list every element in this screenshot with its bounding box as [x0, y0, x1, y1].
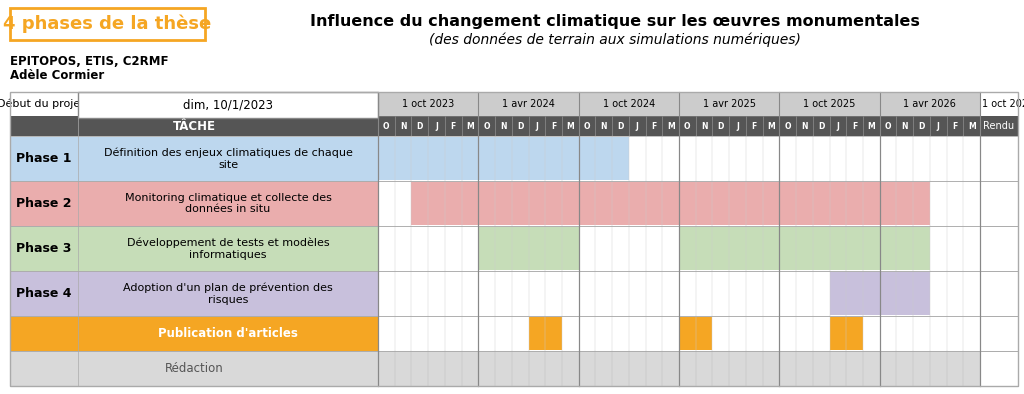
- Text: Adoption d'un plan de prévention des
risques: Adoption d'un plan de prévention des ris…: [123, 282, 333, 305]
- Text: 1 oct 2026: 1 oct 2026: [982, 99, 1024, 109]
- Text: D: D: [818, 121, 824, 130]
- Text: M: M: [867, 121, 876, 130]
- Text: N: N: [399, 121, 407, 130]
- Text: O: O: [584, 121, 590, 130]
- Text: (des données de terrain aux simulations numériques): (des données de terrain aux simulations …: [429, 32, 801, 46]
- FancyBboxPatch shape: [378, 136, 980, 181]
- Text: M: M: [968, 121, 976, 130]
- FancyBboxPatch shape: [478, 92, 579, 116]
- FancyBboxPatch shape: [10, 271, 378, 316]
- Text: J: J: [536, 121, 539, 130]
- FancyBboxPatch shape: [980, 351, 1018, 386]
- Text: N: N: [801, 121, 808, 130]
- Text: M: M: [566, 121, 574, 130]
- FancyBboxPatch shape: [10, 136, 378, 181]
- Text: Rendu: Rendu: [983, 121, 1015, 131]
- Text: 1 avr 2025: 1 avr 2025: [702, 99, 756, 109]
- FancyBboxPatch shape: [10, 351, 378, 386]
- FancyBboxPatch shape: [412, 182, 930, 225]
- FancyBboxPatch shape: [829, 272, 930, 315]
- Text: Phase 1: Phase 1: [16, 152, 72, 165]
- FancyBboxPatch shape: [10, 116, 1018, 136]
- Text: 1 oct 2025: 1 oct 2025: [803, 99, 856, 109]
- FancyBboxPatch shape: [378, 181, 980, 226]
- Text: Adèle Cormier: Adèle Cormier: [10, 69, 104, 82]
- Text: EPITOPOS, ETIS, C2RMF: EPITOPOS, ETIS, C2RMF: [10, 55, 169, 68]
- Text: D: D: [617, 121, 624, 130]
- FancyBboxPatch shape: [10, 226, 378, 271]
- FancyBboxPatch shape: [378, 226, 980, 271]
- Text: Phase 2: Phase 2: [16, 197, 72, 210]
- Text: 1 oct 2023: 1 oct 2023: [402, 99, 455, 109]
- FancyBboxPatch shape: [679, 227, 930, 270]
- Text: O: O: [784, 121, 791, 130]
- Text: J: J: [435, 121, 438, 130]
- Text: M: M: [667, 121, 675, 130]
- Text: F: F: [852, 121, 857, 130]
- Text: Rédaction: Rédaction: [165, 362, 223, 375]
- FancyBboxPatch shape: [829, 317, 863, 350]
- FancyBboxPatch shape: [679, 92, 779, 116]
- Text: Phase 4: Phase 4: [16, 287, 72, 300]
- FancyBboxPatch shape: [980, 226, 1018, 271]
- FancyBboxPatch shape: [10, 316, 378, 351]
- Text: D: D: [517, 121, 523, 130]
- Text: Influence du changement climatique sur les œuvres monumentales: Influence du changement climatique sur l…: [310, 14, 920, 29]
- Text: N: N: [600, 121, 607, 130]
- Text: Début du projet :: Début du projet :: [0, 99, 91, 109]
- Text: D: D: [718, 121, 724, 130]
- Text: M: M: [767, 121, 775, 130]
- Text: F: F: [952, 121, 957, 130]
- Text: 1 avr 2024: 1 avr 2024: [502, 99, 555, 109]
- Text: F: F: [752, 121, 757, 130]
- Text: Phase 3: Phase 3: [16, 242, 72, 255]
- FancyBboxPatch shape: [528, 317, 562, 350]
- Text: N: N: [901, 121, 908, 130]
- FancyBboxPatch shape: [980, 316, 1018, 351]
- Text: O: O: [383, 121, 389, 130]
- Text: Publication d'articles: Publication d'articles: [158, 327, 298, 340]
- Text: Développement de tests et modèles
informatiques: Développement de tests et modèles inform…: [127, 238, 330, 260]
- FancyBboxPatch shape: [679, 317, 713, 350]
- FancyBboxPatch shape: [980, 271, 1018, 316]
- Text: 1 avr 2026: 1 avr 2026: [903, 99, 956, 109]
- Text: J: J: [736, 121, 739, 130]
- FancyBboxPatch shape: [378, 351, 980, 386]
- Text: F: F: [651, 121, 656, 130]
- FancyBboxPatch shape: [378, 92, 478, 116]
- Text: Définition des enjeux climatiques de chaque
site: Définition des enjeux climatiques de cha…: [103, 147, 352, 169]
- Text: J: J: [837, 121, 840, 130]
- Text: O: O: [483, 121, 489, 130]
- FancyBboxPatch shape: [980, 181, 1018, 226]
- FancyBboxPatch shape: [478, 227, 579, 270]
- Text: 1 oct 2024: 1 oct 2024: [603, 99, 655, 109]
- Text: M: M: [466, 121, 474, 130]
- FancyBboxPatch shape: [579, 92, 679, 116]
- FancyBboxPatch shape: [378, 137, 629, 180]
- Text: 4 phases de la thèse: 4 phases de la thèse: [3, 15, 212, 33]
- FancyBboxPatch shape: [880, 92, 980, 116]
- FancyBboxPatch shape: [378, 271, 980, 316]
- Text: J: J: [937, 121, 940, 130]
- FancyBboxPatch shape: [10, 8, 205, 40]
- Text: F: F: [451, 121, 456, 130]
- Text: F: F: [551, 121, 556, 130]
- Text: D: D: [417, 121, 423, 130]
- FancyBboxPatch shape: [10, 181, 378, 226]
- Text: J: J: [636, 121, 639, 130]
- Text: O: O: [684, 121, 690, 130]
- Text: O: O: [885, 121, 891, 130]
- Text: N: N: [700, 121, 708, 130]
- FancyBboxPatch shape: [378, 316, 980, 351]
- Text: N: N: [500, 121, 507, 130]
- FancyBboxPatch shape: [779, 92, 880, 116]
- Text: TÂCHE: TÂCHE: [172, 119, 215, 132]
- Text: D: D: [919, 121, 925, 130]
- Text: dim, 10/1/2023: dim, 10/1/2023: [183, 98, 273, 112]
- Text: Monitoring climatique et collecte des
données in situ: Monitoring climatique et collecte des do…: [125, 193, 332, 214]
- FancyBboxPatch shape: [78, 92, 378, 118]
- FancyBboxPatch shape: [980, 136, 1018, 181]
